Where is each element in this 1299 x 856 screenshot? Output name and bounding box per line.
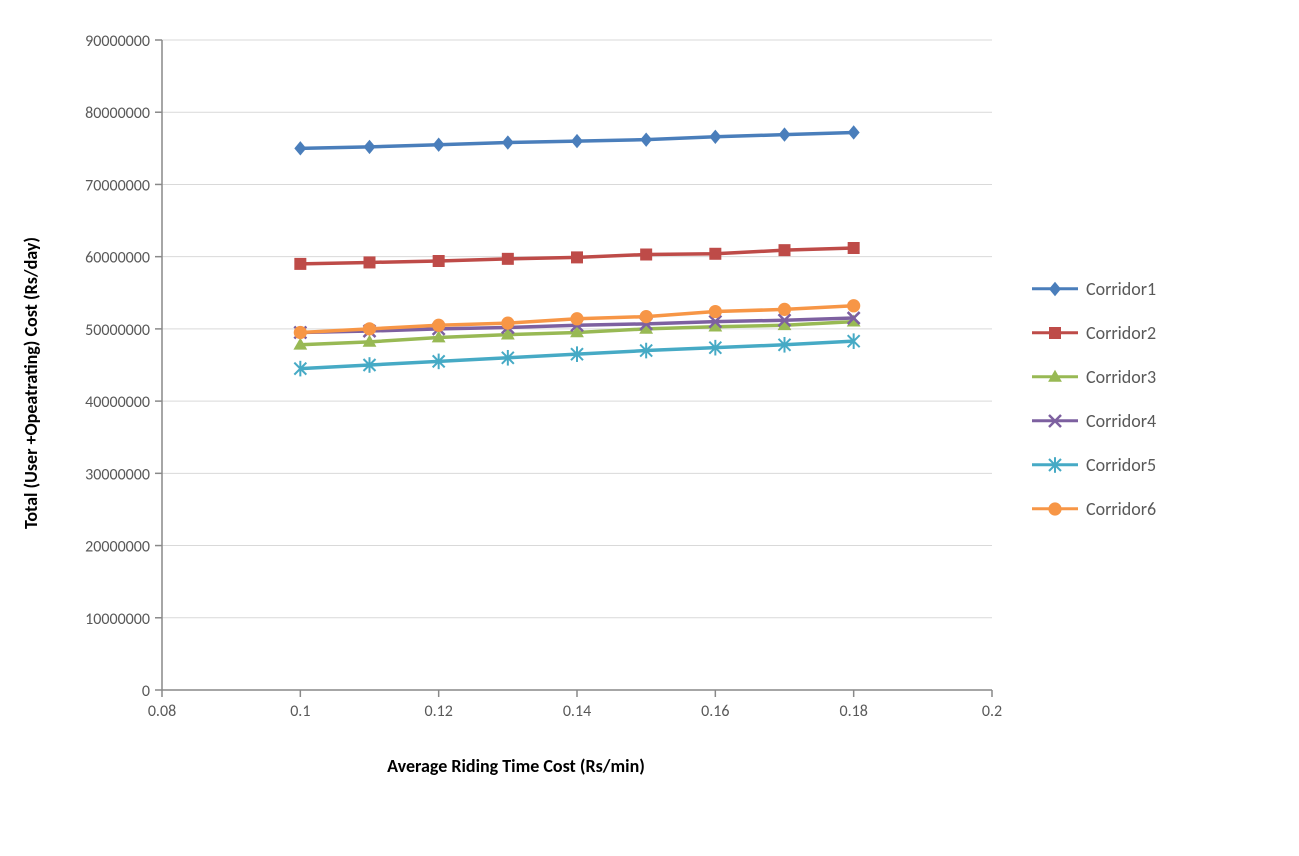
legend-marker-icon [1032, 500, 1078, 518]
svg-text:90000000: 90000000 [85, 32, 150, 51]
y-axis-label: Total (User +Opeatrating) Cost (Rs/day) [20, 237, 42, 529]
svg-text:10000000: 10000000 [85, 610, 150, 629]
svg-text:0.16: 0.16 [701, 702, 729, 721]
legend-item-corridor3: Corridor3 [1032, 366, 1156, 388]
svg-text:60000000: 60000000 [85, 249, 150, 268]
svg-text:40000000: 40000000 [85, 393, 150, 412]
legend-label: Corridor2 [1086, 322, 1156, 344]
legend-item-corridor1: Corridor1 [1032, 278, 1156, 300]
chart-plot: 0 10000000 20000000 30000000 40000000 5000000… [52, 20, 1012, 740]
svg-text:0: 0 [142, 682, 150, 701]
legend-label: Corridor1 [1086, 278, 1156, 300]
svg-text:0.18: 0.18 [839, 702, 867, 721]
svg-text:0.14: 0.14 [563, 702, 591, 721]
svg-text:20000000: 20000000 [85, 538, 150, 557]
legend-label: Corridor6 [1086, 498, 1156, 520]
legend-item-corridor2: Corridor2 [1032, 322, 1156, 344]
svg-text:70000000: 70000000 [85, 176, 150, 195]
svg-text:0.1: 0.1 [290, 702, 310, 721]
svg-text:30000000: 30000000 [85, 465, 150, 484]
chart-container: Total (User +Opeatrating) Cost (Rs/day) … [20, 20, 1279, 777]
svg-text:50000000: 50000000 [85, 321, 150, 340]
legend-label: Corridor5 [1086, 454, 1156, 476]
svg-text:80000000: 80000000 [85, 104, 150, 123]
svg-text:0.08: 0.08 [148, 702, 176, 721]
legend-marker-icon [1032, 368, 1078, 386]
legend-marker-icon [1032, 456, 1078, 474]
legend-label: Corridor3 [1086, 366, 1156, 388]
chart-main: Total (User +Opeatrating) Cost (Rs/day) … [20, 20, 1012, 777]
legend-marker-icon [1032, 412, 1078, 430]
plot-wrapper: 0 10000000 20000000 30000000 40000000 5000000… [52, 20, 1012, 745]
legend-item-corridor6: Corridor6 [1032, 498, 1156, 520]
svg-text:0.2: 0.2 [982, 702, 1002, 721]
svg-text:0.12: 0.12 [424, 702, 452, 721]
x-axis-label: Average Riding Time Cost (Rs/min) [387, 755, 645, 777]
legend-label: Corridor4 [1086, 410, 1156, 432]
legend-item-corridor4: Corridor4 [1032, 410, 1156, 432]
chart-legend: Corridor1 Corridor2 Corridor3 Corridor4 Corr… [1032, 278, 1156, 520]
legend-item-corridor5: Corridor5 [1032, 454, 1156, 476]
legend-marker-icon [1032, 324, 1078, 342]
legend-marker-icon [1032, 280, 1078, 298]
chart-top: Total (User +Opeatrating) Cost (Rs/day) … [20, 20, 1012, 745]
